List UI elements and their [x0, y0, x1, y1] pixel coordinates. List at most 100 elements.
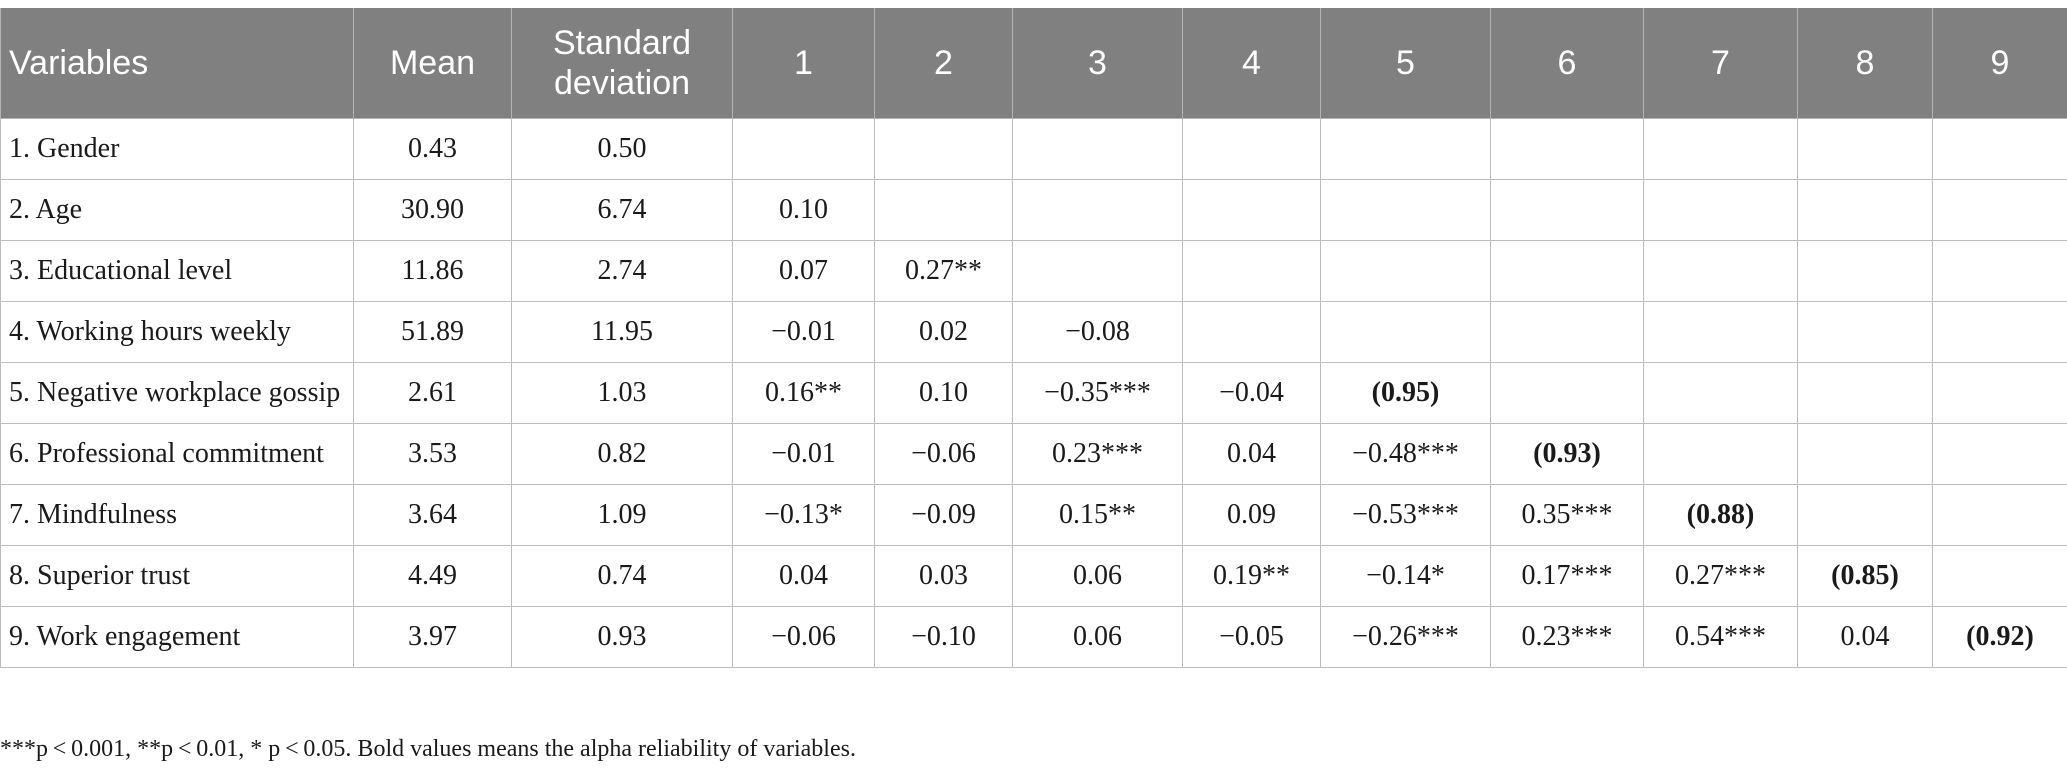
corr-cell [1797, 240, 1933, 302]
corr-cell: 0.10 [732, 179, 875, 241]
corr-cell [1643, 118, 1798, 180]
corr-cell [1490, 240, 1644, 302]
sd-cell: 1.09 [511, 484, 733, 546]
corr-cell [1182, 118, 1321, 180]
reliability-cell: (0.85) [1797, 545, 1933, 607]
table-row-educational-level: 3. Educational level 11.86 2.74 0.07 0.2… [0, 240, 2067, 302]
corr-cell [1490, 301, 1644, 363]
corr-cell [1490, 362, 1644, 424]
row-label: 9. Work engagement [0, 606, 354, 668]
corr-cell [1320, 179, 1491, 241]
table-row-superior-trust: 8. Superior trust 4.49 0.74 0.04 0.03 0.… [0, 545, 2067, 607]
mean-cell: 3.53 [353, 423, 512, 485]
corr-cell: 0.27** [874, 240, 1013, 302]
row-label: 5. Negative workplace gossip [0, 362, 354, 424]
column-header-7: 7 [1643, 8, 1798, 119]
sd-cell: 0.93 [511, 606, 733, 668]
corr-cell: −0.01 [732, 301, 875, 363]
reliability-cell: (0.95) [1320, 362, 1491, 424]
corr-cell [1932, 362, 2067, 424]
corr-cell: 0.16** [732, 362, 875, 424]
mean-cell: 0.43 [353, 118, 512, 180]
corr-cell: −0.48*** [1320, 423, 1491, 485]
corr-cell: 0.07 [732, 240, 875, 302]
corr-cell: −0.01 [732, 423, 875, 485]
corr-cell [1490, 118, 1644, 180]
corr-cell: 0.15** [1012, 484, 1183, 546]
corr-cell [1490, 179, 1644, 241]
corr-cell [1320, 301, 1491, 363]
corr-cell [1643, 423, 1798, 485]
row-label: 6. Professional commitment [0, 423, 354, 485]
corr-cell: 0.06 [1012, 606, 1183, 668]
corr-cell [1797, 179, 1933, 241]
corr-cell: −0.26*** [1320, 606, 1491, 668]
corr-cell: −0.06 [874, 423, 1013, 485]
column-header-8: 8 [1797, 8, 1933, 119]
mean-cell: 3.64 [353, 484, 512, 546]
corr-cell: 0.04 [732, 545, 875, 607]
sd-cell: 11.95 [511, 301, 733, 363]
corr-cell [1932, 484, 2067, 546]
corr-cell [874, 118, 1013, 180]
table-footnote: ***p < 0.001, **p < 0.01, * p < 0.05. Bo… [0, 736, 856, 762]
corr-cell: 0.19** [1182, 545, 1321, 607]
row-label: 8. Superior trust [0, 545, 354, 607]
column-header-3: 3 [1012, 8, 1183, 119]
corr-cell: −0.14* [1320, 545, 1491, 607]
table-row-gender: 1. Gender 0.43 0.50 [0, 118, 2067, 180]
corr-cell [1797, 118, 1933, 180]
row-label: 3. Educational level [0, 240, 354, 302]
corr-cell: −0.08 [1012, 301, 1183, 363]
corr-cell [732, 118, 875, 180]
corr-cell [1797, 484, 1933, 546]
corr-cell [1797, 301, 1933, 363]
table-row-negative-workplace-gossip: 5. Negative workplace gossip 2.61 1.03 0… [0, 362, 2067, 424]
table-row-mindfulness: 7. Mindfulness 3.64 1.09 −0.13* −0.09 0.… [0, 484, 2067, 546]
column-header-9: 9 [1932, 8, 2067, 119]
corr-cell [1797, 423, 1933, 485]
corr-cell [1320, 240, 1491, 302]
column-header-5: 5 [1320, 8, 1491, 119]
corr-cell [1932, 423, 2067, 485]
row-label: 7. Mindfulness [0, 484, 354, 546]
corr-cell [1797, 362, 1933, 424]
corr-cell: −0.53*** [1320, 484, 1491, 546]
mean-cell: 2.61 [353, 362, 512, 424]
corr-cell: 0.06 [1012, 545, 1183, 607]
mean-cell: 3.97 [353, 606, 512, 668]
corr-cell: 0.23*** [1490, 606, 1644, 668]
corr-cell: −0.06 [732, 606, 875, 668]
row-label: 4. Working hours weekly [0, 301, 354, 363]
table-row-age: 2. Age 30.90 6.74 0.10 [0, 179, 2067, 241]
column-header-1: 1 [732, 8, 875, 119]
corr-cell [1643, 179, 1798, 241]
table-container: Variables Mean Standard deviation 1 2 3 … [0, 8, 2067, 668]
reliability-cell: (0.93) [1490, 423, 1644, 485]
corr-cell [1643, 362, 1798, 424]
sd-cell: 0.74 [511, 545, 733, 607]
header-row: Variables Mean Standard deviation 1 2 3 … [0, 8, 2067, 119]
corr-cell [1182, 301, 1321, 363]
corr-cell: 0.10 [874, 362, 1013, 424]
corr-cell [1932, 545, 2067, 607]
corr-cell [1182, 179, 1321, 241]
sd-cell: 6.74 [511, 179, 733, 241]
corr-cell [1012, 240, 1183, 302]
table-row-working-hours: 4. Working hours weekly 51.89 11.95 −0.0… [0, 301, 2067, 363]
corr-cell: 0.27*** [1643, 545, 1798, 607]
corr-cell: −0.05 [1182, 606, 1321, 668]
column-header-6: 6 [1490, 8, 1644, 119]
corr-cell [1932, 179, 2067, 241]
column-header-mean: Mean [353, 8, 512, 119]
corr-cell: −0.13* [732, 484, 875, 546]
reliability-cell: (0.92) [1932, 606, 2067, 668]
sd-cell: 0.82 [511, 423, 733, 485]
reliability-cell: (0.88) [1643, 484, 1798, 546]
corr-cell [1643, 301, 1798, 363]
corr-cell: 0.09 [1182, 484, 1321, 546]
corr-cell [1182, 240, 1321, 302]
corr-cell [1012, 179, 1183, 241]
mean-cell: 30.90 [353, 179, 512, 241]
column-header-2: 2 [874, 8, 1013, 119]
